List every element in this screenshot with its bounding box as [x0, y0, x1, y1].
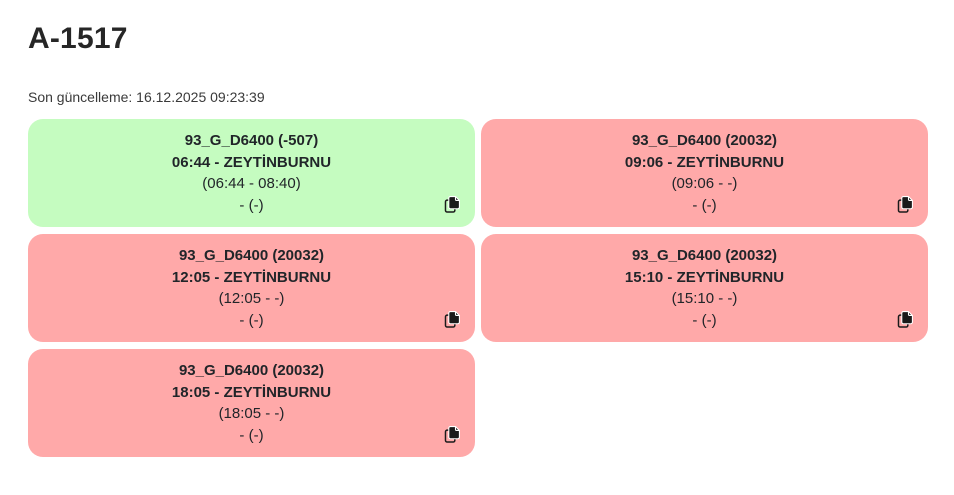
trip-card: 93_G_D6400 (20032) 12:05 - ZEYTİNBURNU (… — [28, 234, 475, 342]
trip-time-window: (09:06 - -) — [671, 175, 738, 192]
copy-icon — [444, 425, 460, 443]
trip-card: 93_G_D6400 (20032) 09:06 - ZEYTİNBURNU (… — [481, 119, 928, 227]
copy-icon — [897, 310, 913, 328]
trip-card: 93_G_D6400 (20032) 18:05 - ZEYTİNBURNU (… — [28, 349, 475, 457]
trip-time-window: (12:05 - -) — [218, 290, 285, 307]
trip-route-code: 93_G_D6400 (20032) — [178, 247, 325, 264]
trip-departure: 12:05 - ZEYTİNBURNU — [171, 268, 332, 286]
trip-detail: - (-) — [239, 426, 264, 444]
trip-time-window: (18:05 - -) — [218, 405, 285, 422]
trip-departure: 09:06 - ZEYTİNBURNU — [624, 153, 785, 171]
trip-time-window: (06:44 - 08:40) — [202, 175, 301, 192]
copy-button[interactable] — [441, 308, 463, 330]
copy-button[interactable] — [441, 423, 463, 445]
copy-icon — [444, 310, 460, 328]
copy-button[interactable] — [894, 193, 916, 215]
trip-departure: 06:44 - ZEYTİNBURNU — [171, 153, 332, 171]
trip-departure: 18:05 - ZEYTİNBURNU — [171, 383, 332, 401]
trip-card: 93_G_D6400 (-507) 06:44 - ZEYTİNBURNU (0… — [28, 119, 475, 227]
trip-detail: - (-) — [692, 311, 717, 329]
copy-button[interactable] — [441, 193, 463, 215]
trip-cards-grid: 93_G_D6400 (-507) 06:44 - ZEYTİNBURNU (0… — [28, 119, 928, 457]
trip-detail: - (-) — [692, 196, 717, 214]
copy-button[interactable] — [894, 308, 916, 330]
copy-icon — [444, 195, 460, 213]
trip-detail: - (-) — [239, 311, 264, 329]
trip-departure: 15:10 - ZEYTİNBURNU — [624, 268, 785, 286]
last-update-text: Son güncelleme: 16.12.2025 09:23:39 — [28, 89, 265, 105]
trip-card: 93_G_D6400 (20032) 15:10 - ZEYTİNBURNU (… — [481, 234, 928, 342]
trip-time-window: (15:10 - -) — [671, 290, 738, 307]
trip-route-code: 93_G_D6400 (20032) — [631, 132, 778, 149]
trip-route-code: 93_G_D6400 (-507) — [184, 132, 319, 149]
trip-detail: - (-) — [239, 196, 264, 214]
trip-route-code: 93_G_D6400 (20032) — [178, 362, 325, 379]
page-title: A-1517 — [28, 22, 128, 55]
trip-route-code: 93_G_D6400 (20032) — [631, 247, 778, 264]
copy-icon — [897, 195, 913, 213]
